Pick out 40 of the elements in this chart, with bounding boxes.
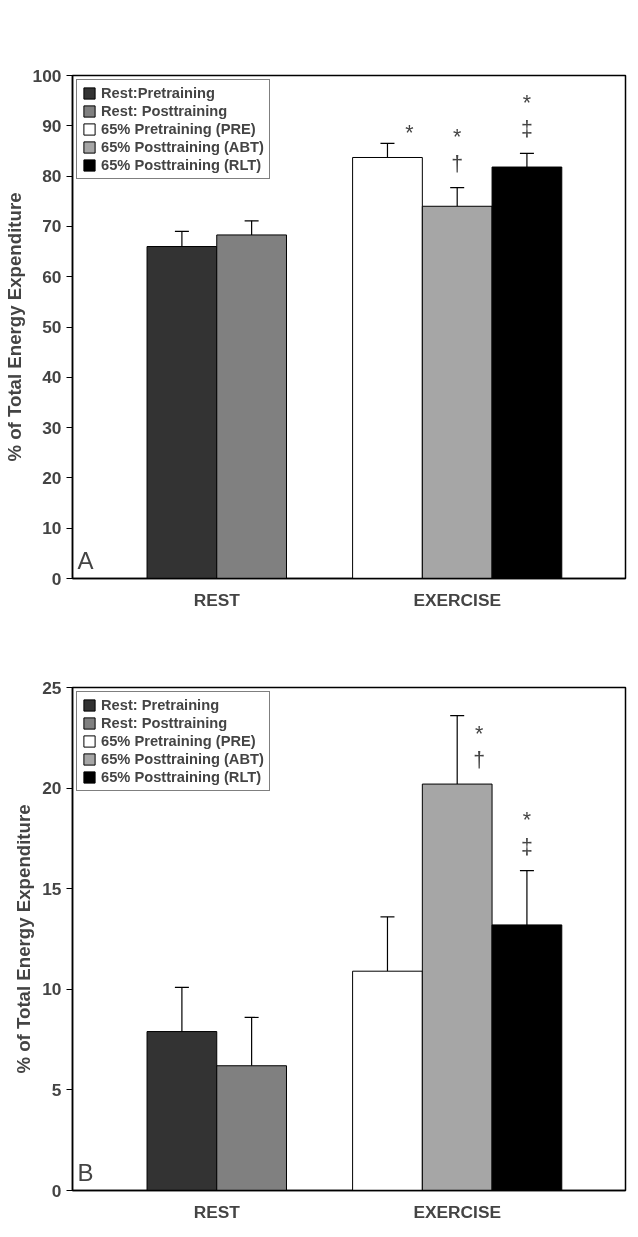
x-tick-label: REST <box>193 1201 241 1222</box>
x-tick-label: EXERCISE <box>413 1201 502 1222</box>
y-tick-label: 80 <box>42 166 62 187</box>
y-tick-label: 100 <box>32 65 62 86</box>
legend-label: 65% Posttraining (ABT) <box>101 139 264 155</box>
annotation: * ‡ <box>520 808 533 859</box>
legend-label: 65% Posttraining (RLT) <box>101 769 262 785</box>
y-tick-label: 15 <box>42 878 62 899</box>
legend-label: 65% Posttraining (ABT) <box>101 751 264 767</box>
y-tick-label: 40 <box>42 367 62 388</box>
annotation: B <box>77 1158 94 1186</box>
y-axis-title: % of Total Energy Expenditure <box>13 804 35 1074</box>
legend-label: Rest: Pretraining <box>101 697 220 713</box>
y-tick-label: 60 <box>42 266 62 287</box>
y-tick-label: 70 <box>42 216 62 237</box>
y-tick-label: 30 <box>42 417 62 438</box>
y-tick-label: 90 <box>42 115 62 136</box>
annotation: * <box>405 121 414 146</box>
x-tick-label: REST <box>193 589 241 610</box>
annotation: A <box>77 546 94 574</box>
y-tick-label: 50 <box>42 317 62 337</box>
annotation: * † <box>473 721 486 773</box>
y-tick-label: 20 <box>42 778 62 799</box>
y-tick-label: 10 <box>42 518 62 539</box>
x-tick-label: EXERCISE <box>413 589 502 610</box>
legend-label: Rest:Pretraining <box>101 85 216 101</box>
y-tick-label: 0 <box>51 568 62 589</box>
y-tick-label: 10 <box>42 979 62 1000</box>
y-tick-label: 0 <box>51 1180 62 1201</box>
legend-label: 65% Pretraining (PRE) <box>101 733 256 749</box>
y-tick-label: 25 <box>42 677 62 698</box>
annotation: * † <box>451 125 464 176</box>
annotation: * ‡ <box>520 91 533 142</box>
legend-label: Rest: Posttraining <box>101 103 228 119</box>
legend-label: Rest: Posttraining <box>101 715 228 731</box>
y-tick-label: 20 <box>42 467 62 488</box>
legend-label: 65% Posttraining (RLT) <box>101 157 262 173</box>
legend-label: 65% Pretraining (PRE) <box>101 121 256 137</box>
y-tick-label: 5 <box>51 1079 62 1100</box>
y-axis-title: % of Total Energy Expenditure <box>3 192 25 462</box>
